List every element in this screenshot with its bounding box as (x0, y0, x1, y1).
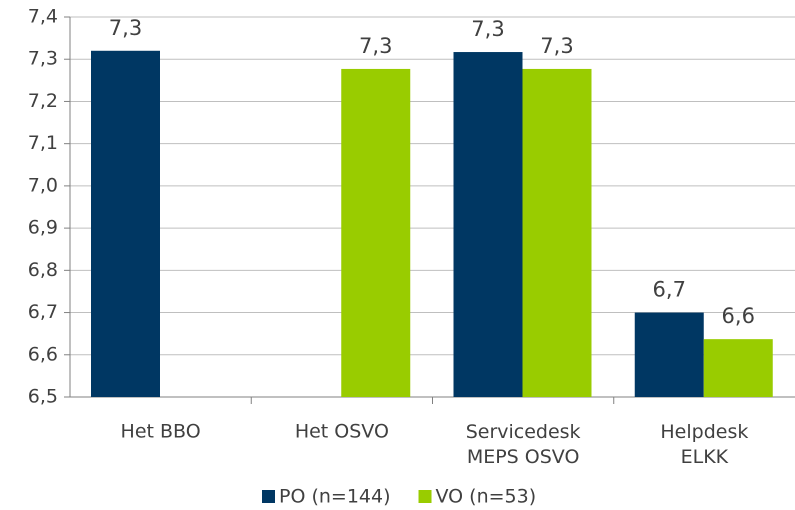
legend-swatch (418, 490, 432, 503)
y-tick-label: 7,0 (28, 174, 58, 196)
bar (453, 52, 523, 398)
legend-label: VO (n=53) (436, 486, 537, 508)
y-tick-label: 7,3 (28, 48, 58, 70)
y-tick-label: 6,7 (28, 301, 58, 323)
bar (703, 339, 773, 397)
value-label: 6,6 (722, 304, 755, 328)
value-label: 7,3 (109, 16, 142, 40)
y-tick-label: 6,5 (28, 386, 58, 408)
y-tick-label: 7,1 (28, 132, 58, 154)
y-tick-label: 7,4 (28, 6, 58, 28)
value-label: 7,3 (540, 34, 573, 58)
value-label: 7,3 (471, 17, 504, 41)
x-tick-label: Helpdesk ELKK (660, 421, 748, 468)
legend-label: PO (n=144) (279, 486, 391, 508)
value-label: 6,7 (653, 278, 686, 302)
bar (522, 68, 592, 397)
bar (91, 50, 160, 398)
y-tick-label: 6,8 (28, 259, 58, 281)
x-tick-label: Het OSVO (295, 421, 389, 443)
y-tick-label: 6,9 (28, 217, 58, 239)
bar (341, 68, 411, 397)
y-tick-label: 6,6 (28, 343, 58, 365)
x-tick-label: Servicedesk MEPS OSVO (466, 421, 581, 468)
y-tick-label: 7,2 (28, 90, 58, 112)
bar (634, 312, 704, 397)
x-tick-label: Het BBO (121, 421, 201, 443)
legend-swatch (262, 490, 275, 503)
value-label: 7,3 (359, 34, 392, 58)
